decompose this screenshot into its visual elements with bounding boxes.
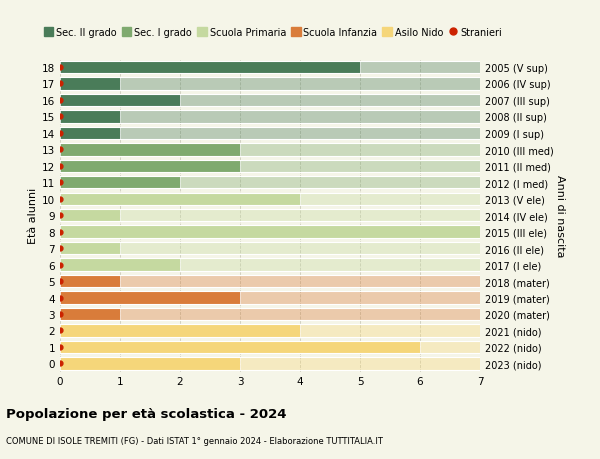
Bar: [60, 111, 120, 123]
Bar: [60, 128, 480, 140]
Bar: [60, 308, 480, 320]
Bar: [60, 177, 480, 189]
Bar: [60, 292, 480, 304]
Y-axis label: Anni di nascita: Anni di nascita: [555, 174, 565, 257]
Bar: [60, 78, 120, 90]
Bar: [60, 78, 480, 90]
Bar: [60, 62, 360, 74]
Bar: [60, 193, 480, 206]
Bar: [60, 242, 480, 255]
Bar: [60, 128, 120, 140]
Bar: [60, 358, 240, 370]
Bar: [60, 358, 480, 370]
Bar: [60, 193, 300, 206]
Bar: [60, 292, 240, 304]
Text: Popolazione per età scolastica - 2024: Popolazione per età scolastica - 2024: [6, 407, 287, 420]
Bar: [60, 111, 480, 123]
Bar: [60, 259, 180, 271]
Bar: [60, 226, 480, 238]
Bar: [60, 325, 300, 337]
Bar: [60, 275, 120, 288]
Bar: [60, 95, 480, 107]
Bar: [60, 62, 480, 74]
Bar: [60, 308, 120, 320]
Bar: [60, 160, 240, 173]
Text: COMUNE DI ISOLE TREMITI (FG) - Dati ISTAT 1° gennaio 2024 - Elaborazione TUTTITA: COMUNE DI ISOLE TREMITI (FG) - Dati ISTA…: [6, 436, 383, 445]
Bar: [60, 210, 120, 222]
Bar: [60, 259, 480, 271]
Y-axis label: Età alunni: Età alunni: [28, 188, 38, 244]
Bar: [60, 144, 240, 156]
Bar: [60, 95, 180, 107]
Legend: Sec. II grado, Sec. I grado, Scuola Primaria, Scuola Infanzia, Asilo Nido, Stran: Sec. II grado, Sec. I grado, Scuola Prim…: [40, 24, 506, 42]
Bar: [60, 226, 480, 238]
Bar: [60, 144, 480, 156]
Bar: [60, 275, 480, 288]
Bar: [60, 341, 480, 353]
Bar: [60, 325, 480, 337]
Bar: [60, 242, 120, 255]
Bar: [60, 160, 480, 173]
Bar: [60, 341, 420, 353]
Bar: [60, 210, 480, 222]
Bar: [60, 177, 180, 189]
